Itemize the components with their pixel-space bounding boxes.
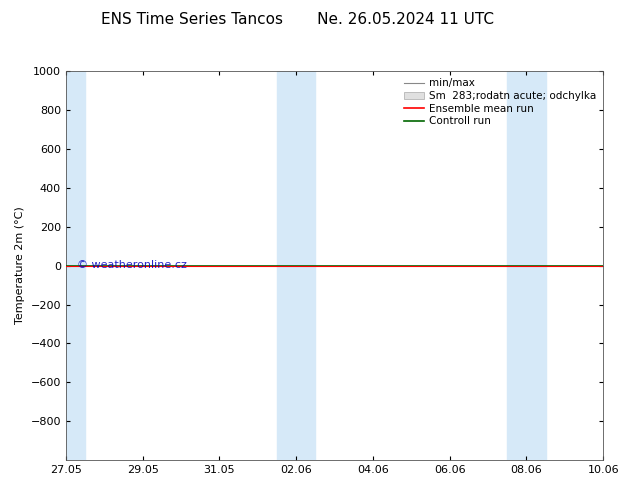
Text: © weatheronline.cz: © weatheronline.cz	[77, 260, 186, 270]
Bar	[64, 71, 85, 460]
Text: ENS Time Series Tancos       Ne. 26.05.2024 11 UTC: ENS Time Series Tancos Ne. 26.05.2024 11…	[101, 12, 495, 27]
Bar	[277, 71, 315, 460]
Y-axis label: Temperature 2m (°C): Temperature 2m (°C)	[15, 207, 25, 324]
Legend: min/max, Sm  283;rodatn acute; odchylka, Ensemble mean run, Controll run: min/max, Sm 283;rodatn acute; odchylka, …	[401, 76, 598, 128]
Bar	[507, 71, 546, 460]
